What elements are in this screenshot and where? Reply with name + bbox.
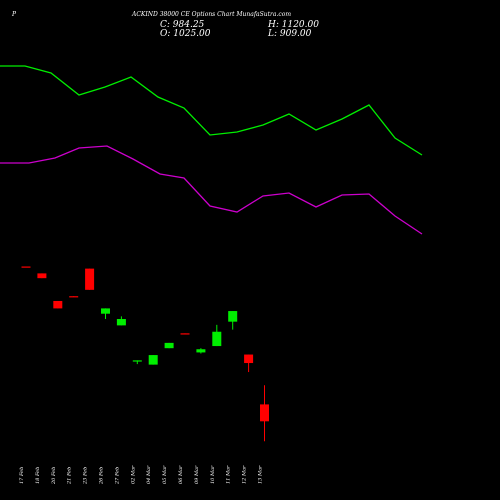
candle-body [116,319,126,326]
low-value: L: 909.00 [268,29,312,39]
x-tick-label: 11 Mar [226,465,232,484]
candle-body [212,331,222,347]
candles-group [21,266,269,442]
candle-body [37,273,47,279]
x-tick-label: 21 Feb [67,467,73,485]
candle-body [53,300,63,309]
candle-body [69,296,79,298]
candle-body [101,308,110,314]
x-tick-label: 12 Mar [242,465,248,484]
x-tick-label: 23 Feb [83,467,89,485]
candle-body [21,266,31,268]
x-tick-label: 06 Mar [178,465,184,484]
x-tick-label: 17 Feb [19,467,25,484]
x-tick-label: 13 Mar [258,465,264,484]
open-value: O: 1025.00 [160,29,211,39]
chart-prefix: P [12,11,17,18]
candle-body [85,268,95,290]
x-axis-labels: 17 Feb 18 Feb 20 Feb 21 Feb 23 Feb 26 Feb 27 F… [19,465,264,485]
candle-body [180,333,190,335]
x-tick-label: 05 Mar [162,465,168,484]
x-tick-label: 18 Feb [35,467,41,484]
x-tick-label: 26 Feb [99,467,105,485]
x-tick-label: 10 Mar [210,465,216,484]
candle-body [148,355,158,365]
close-value: C: 984.25 [160,20,205,30]
moving-average-fast-line [0,65,423,156]
x-tick-label: 20 Feb [51,467,57,485]
high-value: H: 1120.00 [268,20,319,30]
candle-body [228,311,238,322]
candle-body [132,360,142,362]
candle-body [164,342,174,349]
x-tick-label: 09 Mar [194,465,200,484]
moving-average-slow-line [0,145,423,235]
candle-body [260,404,269,422]
x-tick-label: 02 Mar [130,465,136,484]
candle-body [196,349,206,353]
x-tick-label: 27 Feb [114,467,120,485]
candle-body [244,354,254,364]
x-tick-label: 04 Mar [146,465,152,484]
chart-title: ACKIND 38000 CE Options Chart MunafaSutr… [132,11,292,18]
